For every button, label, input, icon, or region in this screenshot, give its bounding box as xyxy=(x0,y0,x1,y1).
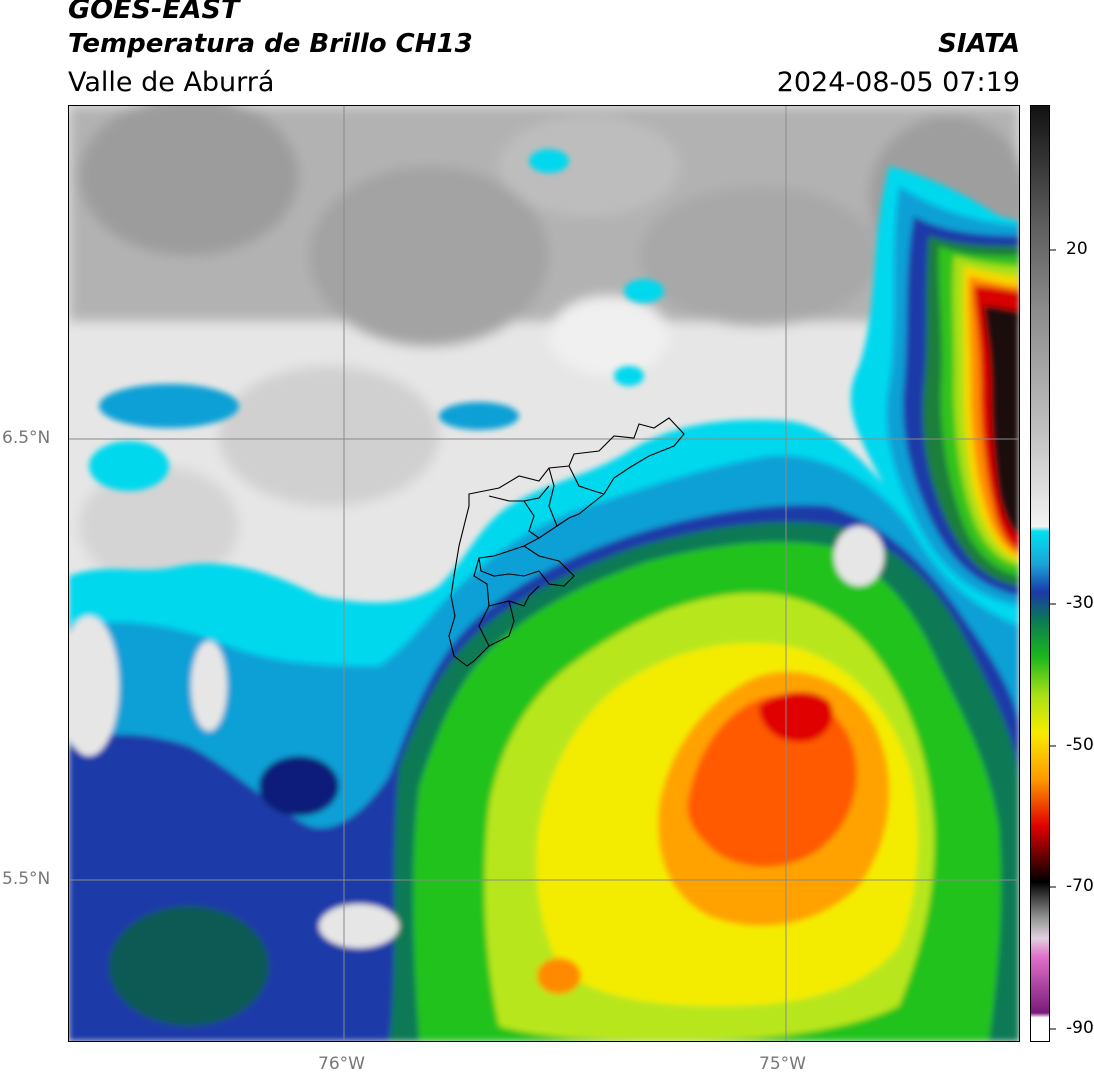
region-label: Valle de Aburrá xyxy=(68,67,275,98)
graticule xyxy=(69,106,1019,1041)
colorbar xyxy=(1030,105,1050,1042)
agency-label: SIATA xyxy=(938,29,1020,59)
lon-label-75w: 75°W xyxy=(759,1054,806,1074)
product-title: Temperatura de Brillo CH13 xyxy=(68,29,473,59)
datetime-label: 2024-08-05 07:19 xyxy=(776,67,1020,98)
colorbar-tick-label: 20 xyxy=(1066,239,1088,259)
map-canvas xyxy=(69,106,1019,1041)
brightness-temperature-map[interactable] xyxy=(68,105,1020,1042)
colorbar-tick-label: -90 xyxy=(1066,1018,1094,1038)
colorbar-tick-label: -70 xyxy=(1066,876,1094,896)
cloud-shield xyxy=(69,149,1019,1041)
valle-de-aburra-boundaries xyxy=(448,417,685,667)
colorbar-tick-label: -50 xyxy=(1066,735,1094,755)
colorbar-tick-label: -30 xyxy=(1066,593,1094,613)
lon-label-76w: 76°W xyxy=(318,1054,365,1074)
satellite-title: GOES-EAST xyxy=(68,0,240,25)
lat-label-5-5n: 5.5°N xyxy=(2,869,51,889)
lat-label-6-5n: 6.5°N xyxy=(2,428,51,448)
colorbar-gradient xyxy=(1031,106,1049,1041)
colorbar-tick-marks xyxy=(1050,249,1056,1030)
